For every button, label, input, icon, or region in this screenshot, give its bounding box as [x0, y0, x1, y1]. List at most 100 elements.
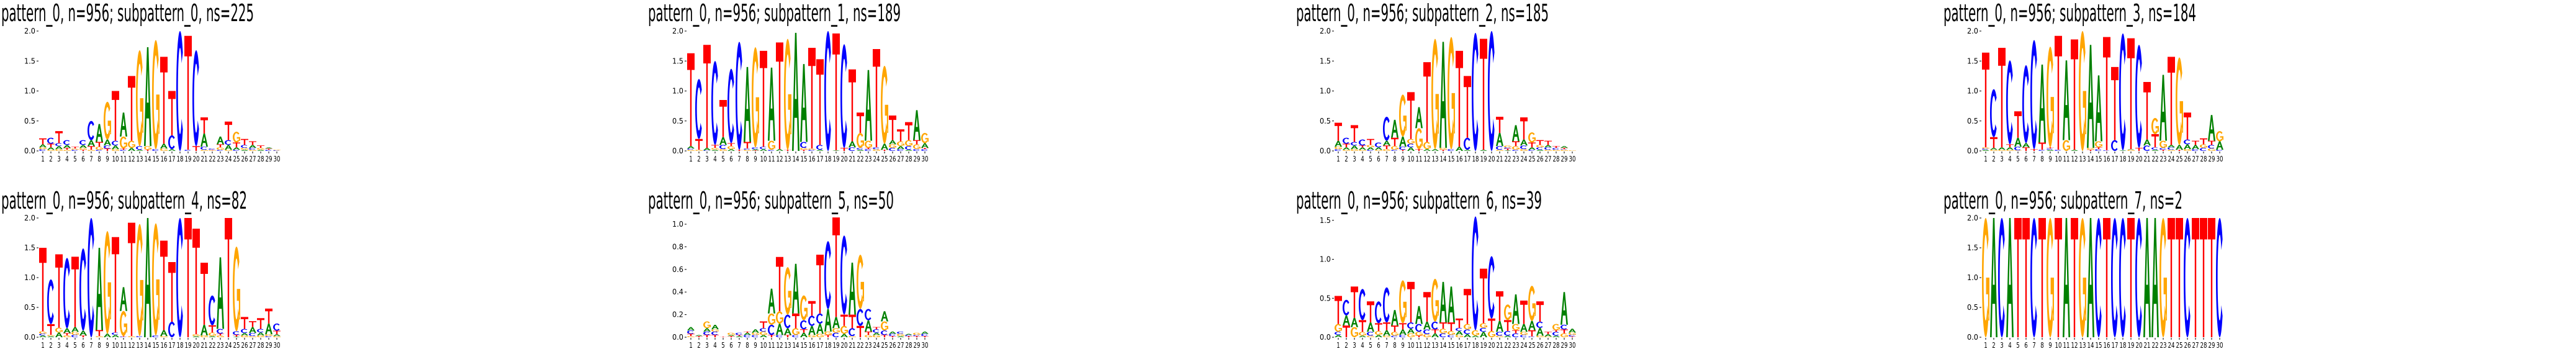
logo-letter-G	[1520, 149, 1528, 151]
y-tick-label: 0.0	[1320, 333, 1331, 342]
x-tick-label: 17	[1464, 341, 1471, 350]
logo-letter-A	[1423, 149, 1431, 151]
logo-letter-G	[63, 335, 71, 337]
logo-letter-A	[776, 324, 783, 335]
logo-letter-C	[832, 332, 839, 337]
logo-letter-A	[865, 70, 872, 141]
logo-letter-T	[1383, 322, 1390, 330]
logo-letter-T	[913, 140, 921, 145]
logo-letter-T	[824, 335, 832, 337]
logo-letter-A	[2176, 145, 2183, 150]
logo-letter-A	[120, 112, 127, 137]
logo-letter-C	[1342, 299, 1349, 315]
logo-letter-C	[168, 322, 175, 337]
x-tick-label: 6	[81, 155, 85, 163]
y-tick-label: 0.0	[24, 333, 35, 342]
logo-letter-T	[257, 145, 264, 148]
x-tick-label: 8	[745, 155, 749, 163]
logo-letter-A	[2216, 141, 2223, 150]
logo-letter-G	[727, 146, 735, 150]
x-tick-label: 14	[793, 341, 799, 350]
logo-letter-C	[735, 42, 742, 150]
logo-letter-T	[273, 330, 281, 335]
logo-letter-T	[800, 150, 808, 151]
logo-letter-A	[1512, 294, 1520, 324]
logo-letter-A	[257, 332, 264, 336]
x-tick-label: 25	[1529, 155, 1536, 163]
logo-letter-C	[824, 31, 831, 152]
logo-letter-A	[200, 134, 208, 147]
logo-letter-C	[1407, 143, 1414, 148]
logo-letter-T	[112, 237, 119, 333]
logo-letter-G	[1536, 335, 1544, 337]
x-tick-label: 27	[898, 341, 904, 350]
logo-letter-T	[921, 336, 929, 337]
x-tick-label: 22	[857, 155, 864, 163]
y-tick-label: 2.0	[1320, 27, 1331, 35]
logo-letter-G	[1528, 286, 1536, 321]
x-tick-label: 3	[705, 155, 709, 163]
logo-letter-C	[816, 145, 823, 150]
logo-letter-A	[921, 143, 929, 148]
x-tick-label: 19	[1480, 155, 1487, 163]
x-tick-label: 20	[193, 341, 200, 350]
logo-letter-T	[752, 150, 759, 151]
logo-letter-C	[119, 150, 127, 151]
logo-letter-C	[224, 140, 232, 145]
logo-letter-A	[1391, 119, 1398, 138]
logo-letter-C	[1463, 329, 1470, 334]
logo-panel-3: pattern_0, n=956; subpattern_3, ns=184 0.…	[1943, 0, 2223, 163]
logo-letter-C	[248, 148, 256, 150]
logo-letter-G	[1358, 332, 1366, 336]
x-tick-label: 30	[1569, 341, 1576, 350]
logo-letter-C	[200, 147, 207, 150]
y-tick-label: 1.0	[1320, 255, 1331, 264]
logo-letter-A	[703, 328, 711, 332]
logo-letter-C	[2199, 148, 2207, 152]
logo-letter-T	[1488, 318, 1495, 331]
logo-letter-G	[1398, 280, 1407, 324]
y-tick-label: 2.0	[672, 27, 683, 35]
logo-letter-G	[904, 140, 912, 147]
logo-panel-7: pattern_0, n=956; subpattern_7, ns=2 0.0 0…	[1943, 187, 2223, 350]
x-tick-label: 18	[1472, 155, 1479, 163]
logo-letter-G	[71, 148, 79, 150]
x-tick-label: 7	[2032, 155, 2036, 163]
logo-letter-T	[217, 144, 224, 148]
x-tick-label: 11	[768, 155, 775, 163]
logo-letter-T	[881, 150, 888, 151]
logo-letter-T	[1448, 322, 1455, 331]
logo-letter-C	[1334, 332, 1341, 335]
logo-letter-G	[751, 47, 759, 148]
logo-letter-C	[848, 147, 855, 151]
x-tick-label: 14	[145, 155, 151, 163]
logo-letter-G	[727, 332, 735, 335]
logo-letter-C	[2022, 65, 2029, 143]
x-tick-label: 16	[1456, 341, 1463, 350]
y-tick-label: 0.8	[672, 242, 683, 251]
logo-letter-A	[889, 331, 896, 334]
logo-letter-T	[96, 330, 103, 337]
logo-letter-G	[2046, 47, 2054, 148]
logo-letter-T	[2168, 57, 2175, 145]
logo-letter-A	[913, 110, 921, 140]
logo-letter-T	[2151, 134, 2159, 148]
logo-letter-G	[1431, 278, 1439, 322]
x-tick-label: 13	[1432, 155, 1439, 163]
logo-letter-A	[1982, 150, 1989, 151]
panel-title: pattern_0, n=956; subpattern_7, ns=2	[1943, 187, 2182, 214]
logo-letter-T	[96, 142, 103, 147]
logo-panel-2: pattern_0, n=956; subpattern_2, ns=185 0.…	[1296, 0, 1576, 163]
x-tick-label: 10	[1408, 341, 1415, 350]
logo-letter-G	[71, 332, 79, 335]
logo-letter-G	[2159, 140, 2167, 148]
logo-letter-C	[47, 279, 54, 324]
logo-letter-T	[1335, 122, 1342, 141]
logo-letter-A	[881, 311, 888, 322]
logo-letter-G	[1981, 147, 1989, 149]
x-tick-label: 5	[2016, 341, 2020, 350]
logo-letter-G	[38, 147, 47, 150]
logo-letter-C	[256, 329, 264, 333]
x-tick-label: 25	[881, 155, 888, 163]
logo-letter-C	[856, 309, 863, 326]
